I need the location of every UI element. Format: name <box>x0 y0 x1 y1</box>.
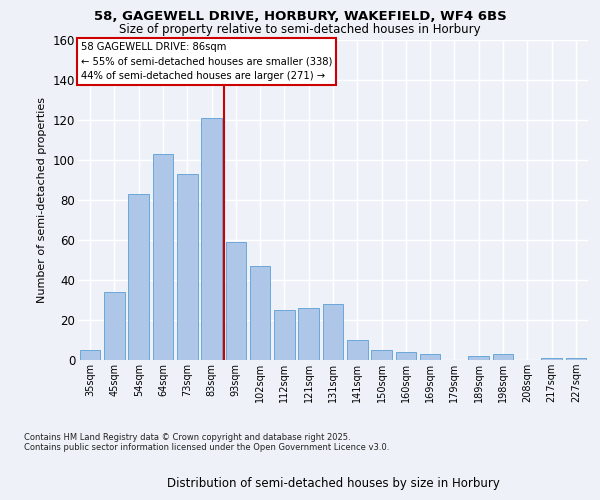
Bar <box>80 350 100 360</box>
Bar <box>323 304 343 360</box>
Bar <box>347 340 368 360</box>
Bar <box>493 354 514 360</box>
Bar <box>152 154 173 360</box>
Bar <box>177 174 197 360</box>
Text: 58, GAGEWELL DRIVE, HORBURY, WAKEFIELD, WF4 6BS: 58, GAGEWELL DRIVE, HORBURY, WAKEFIELD, … <box>94 10 506 23</box>
Bar <box>298 308 319 360</box>
Bar <box>371 350 392 360</box>
Text: Distribution of semi-detached houses by size in Horbury: Distribution of semi-detached houses by … <box>167 477 499 490</box>
Bar <box>541 358 562 360</box>
Text: Size of property relative to semi-detached houses in Horbury: Size of property relative to semi-detach… <box>119 22 481 36</box>
Bar <box>566 358 586 360</box>
Bar <box>104 292 125 360</box>
Bar <box>274 310 295 360</box>
Bar <box>226 242 246 360</box>
Bar <box>395 352 416 360</box>
Y-axis label: Number of semi-detached properties: Number of semi-detached properties <box>37 97 47 303</box>
Text: Contains HM Land Registry data © Crown copyright and database right 2025.
Contai: Contains HM Land Registry data © Crown c… <box>24 433 389 452</box>
Text: 58 GAGEWELL DRIVE: 86sqm
← 55% of semi-detached houses are smaller (338)
44% of : 58 GAGEWELL DRIVE: 86sqm ← 55% of semi-d… <box>80 42 332 81</box>
Bar <box>128 194 149 360</box>
Bar <box>420 354 440 360</box>
Bar <box>469 356 489 360</box>
Bar <box>250 266 271 360</box>
Bar <box>201 118 222 360</box>
